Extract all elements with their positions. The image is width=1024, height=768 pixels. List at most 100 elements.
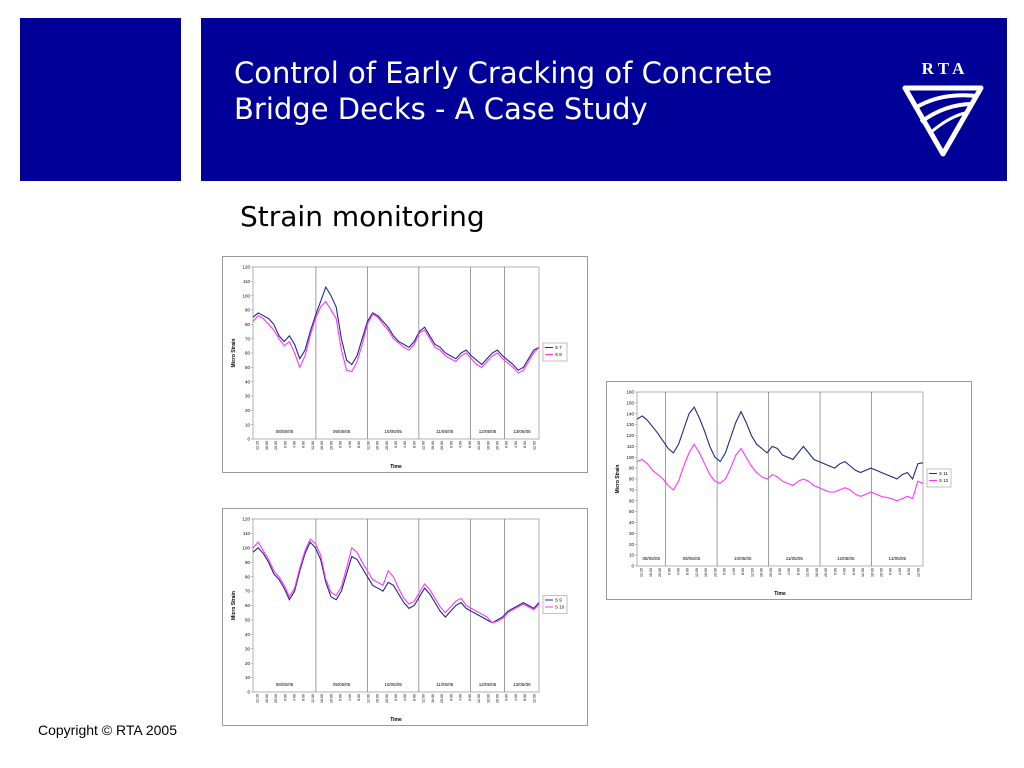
slide-title-line-1: Control of Early Cracking of Concrete (234, 56, 773, 90)
y-tick-label: 60 (245, 603, 251, 608)
day-label: 08/05/05 (643, 556, 661, 561)
y-tick-label: 30 (245, 394, 251, 399)
x-tick-label: 8:00 (468, 694, 472, 701)
series-line-s11 (636, 406, 924, 481)
y-tick-label: 110 (243, 279, 251, 284)
x-tick-label: 4:00 (459, 694, 463, 701)
y-tick-label: 160 (626, 390, 634, 395)
x-tick-label: 20:00 (329, 694, 333, 703)
legend-label: S 8 (555, 352, 562, 357)
day-label: 10/05/05 (384, 682, 402, 687)
title-banner: Control of Early Cracking of Concrete Br… (201, 18, 1007, 181)
x-tick-label: 16:00 (320, 441, 324, 450)
x-tick-label: 20:00 (329, 441, 333, 450)
x-tick-label: 12:00 (422, 441, 426, 450)
x-tick-label: 12:00 (422, 694, 426, 703)
series-line-s7 (252, 285, 540, 371)
x-tick-label: 0:00 (339, 694, 343, 701)
x-tick-label: 20:00 (824, 568, 828, 577)
y-tick-label: 30 (629, 531, 635, 536)
y-tick-label: 110 (243, 531, 251, 536)
rta-logo: R T A (901, 56, 985, 160)
x-tick-label: 8:00 (302, 441, 306, 448)
x-tick-label: 4:00 (403, 441, 407, 448)
y-tick-label: 0 (247, 690, 250, 695)
y-axis-label: Micro Strain (615, 465, 621, 494)
y-tick-label: 10 (629, 553, 635, 558)
y-tick-label: 110 (627, 444, 635, 449)
plot-area (252, 518, 540, 693)
legend-label: S 12 (939, 478, 949, 483)
strain-chart-s9-s10: 0 10 20 30 40 50 60 70 80 90 100 110 120 Micro Strain… (222, 508, 588, 726)
y-tick-label: 50 (245, 365, 251, 370)
y-tick-label: 60 (245, 351, 251, 356)
x-tick-label: 0:00 (778, 568, 782, 575)
x-tick-label: 12:00 (366, 441, 370, 450)
day-label: 08/05/05 (276, 429, 294, 434)
x-tick-label: 20:00 (440, 441, 444, 450)
x-tick-label: 16:00 (376, 694, 380, 703)
x-tick-label: 20:00 (879, 568, 883, 577)
day-label: 09/05/05 (683, 556, 701, 561)
x-tick-label: 0:00 (449, 441, 453, 448)
y-tick-label: 70 (245, 336, 251, 341)
x-tick-label: 8:00 (468, 441, 472, 448)
x-tick-label: 4:00 (514, 441, 518, 448)
day-label: 11/05/05 (436, 682, 454, 687)
x-tick-label: 0:00 (283, 441, 287, 448)
x-tick-label: 20:00 (713, 568, 717, 577)
x-tick-label: 0:00 (833, 568, 837, 575)
day-label: 13/05/05 (888, 556, 906, 561)
x-tick-label: 16:00 (376, 441, 380, 450)
y-tick-label: 80 (245, 574, 251, 579)
y-tick-label: 0 (247, 437, 250, 442)
x-tick-label: 16:00 (486, 441, 490, 450)
x-tick-label: 16:00 (649, 568, 653, 577)
y-tick-label: 140 (626, 411, 634, 416)
x-tick-label: 20:00 (495, 694, 499, 703)
x-tick-label: 12:00 (532, 441, 536, 450)
y-axis-label: Micro Strain (231, 339, 237, 368)
x-tick-label: 4:00 (293, 694, 297, 701)
x-tick-label: 8:00 (357, 694, 361, 701)
day-label: 12/05/05 (837, 556, 855, 561)
x-tick-label: 0:00 (505, 441, 509, 448)
x-tick-label: 8:00 (523, 694, 527, 701)
slide-subtitle: Strain monitoring (240, 200, 485, 233)
x-tick-label: 20:00 (385, 694, 389, 703)
x-tick-label: 16:00 (431, 694, 435, 703)
x-tick-label: 8:00 (796, 568, 800, 575)
x-tick-label: 4:00 (348, 441, 352, 448)
x-tick-label: 4:00 (898, 568, 902, 575)
x-tick-label: 12:00 (532, 694, 536, 703)
x-tick-label: 20:00 (495, 441, 499, 450)
y-tick-label: 130 (626, 422, 634, 427)
y-tick-label: 80 (629, 477, 635, 482)
series-line-s10 (252, 538, 540, 624)
y-tick-label: 50 (245, 618, 251, 623)
plot-area (252, 266, 540, 440)
y-tick-label: 70 (629, 487, 635, 492)
y-tick-label: 20 (245, 408, 251, 413)
x-tick-label: 12:00 (916, 568, 920, 577)
series-line-s8 (252, 300, 540, 374)
x-tick-label: 4:00 (348, 694, 352, 701)
x-tick-label: 0:00 (394, 694, 398, 701)
y-tick-label: 20 (245, 661, 251, 666)
x-tick-label: 12:20 (256, 694, 260, 703)
x-tick-label: 16:00 (486, 694, 490, 703)
y-tick-label: 150 (626, 400, 634, 405)
y-tick-label: 10 (245, 422, 251, 427)
x-tick-label: 20:00 (769, 568, 773, 577)
y-tick-label: 20 (629, 542, 635, 547)
x-tick-label: 4:00 (677, 568, 681, 575)
x-tick-label: 4:00 (403, 694, 407, 701)
y-axis-label: Micro Strain (231, 591, 237, 620)
y-tick-label: 70 (245, 589, 251, 594)
y-tick-label: 120 (626, 433, 634, 438)
x-tick-label: 8:00 (523, 441, 527, 448)
x-tick-label: 4:00 (514, 694, 518, 701)
y-tick-label: 90 (245, 308, 251, 313)
x-tick-label: 0:00 (449, 694, 453, 701)
x-tick-label: 20:00 (274, 441, 278, 450)
